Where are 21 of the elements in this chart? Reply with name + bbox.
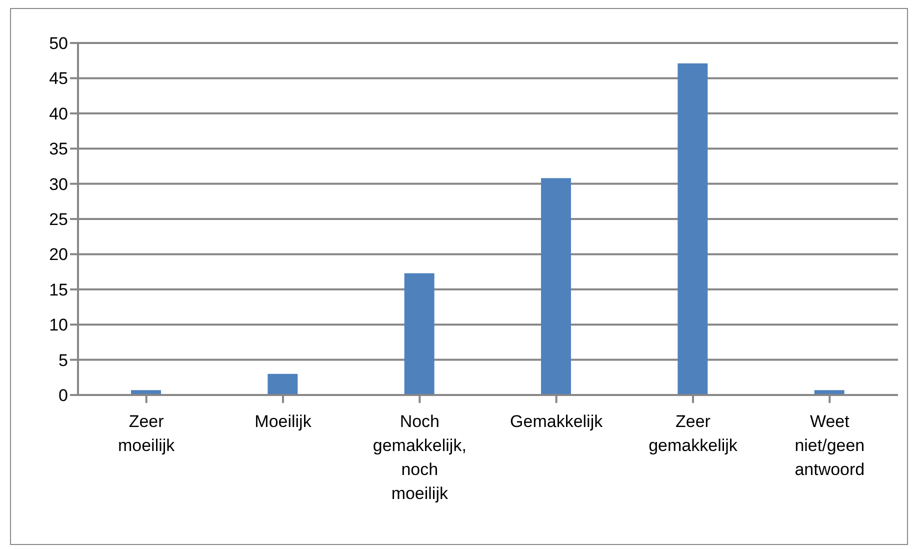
x-tick-label: Gemakkelijk xyxy=(510,412,604,431)
y-tick-label: 50 xyxy=(49,34,68,54)
x-tick-label: Weet niet/geen antwoord xyxy=(794,412,865,479)
x-tick-label: Noch gemakkelijk, noch moeilijk xyxy=(372,412,466,503)
y-tick-label: 25 xyxy=(49,210,68,230)
bar xyxy=(678,63,708,395)
y-tick-label: 40 xyxy=(49,104,68,124)
x-tick-label: Moeilijk xyxy=(254,412,312,431)
x-tick-label: Zeer gemakkelijk xyxy=(648,412,738,455)
bar xyxy=(404,273,434,395)
y-tick-label: 45 xyxy=(49,69,68,88)
y-tick-label: 20 xyxy=(49,245,68,264)
bar xyxy=(541,178,571,395)
bar xyxy=(268,374,298,395)
y-tick-label: 5 xyxy=(58,350,68,370)
y-tick-label: 15 xyxy=(49,280,68,300)
y-tick-label: 35 xyxy=(49,140,68,159)
y-tick-label: 30 xyxy=(49,174,68,194)
y-tick-label: 10 xyxy=(49,316,68,335)
y-tick-label: 0 xyxy=(58,386,68,406)
x-tick-label: Zeer moeilijk xyxy=(118,412,176,455)
